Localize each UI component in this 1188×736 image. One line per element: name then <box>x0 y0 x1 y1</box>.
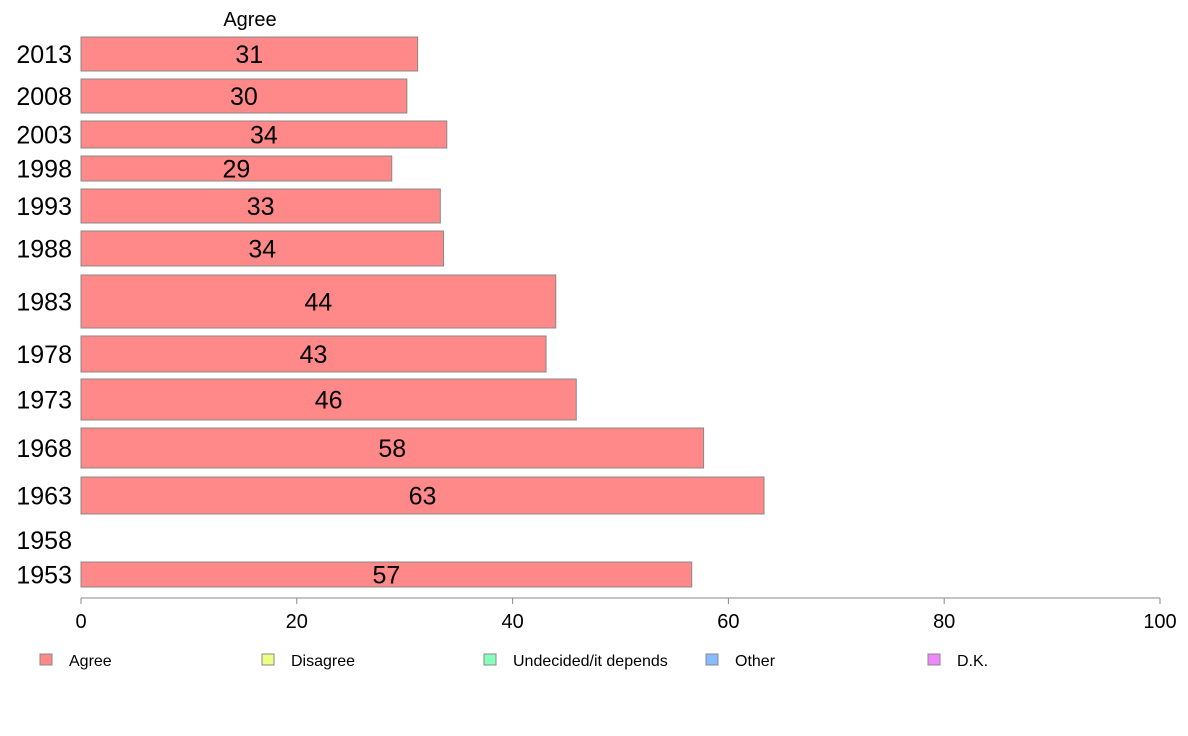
bar-value-label-1973: 46 <box>315 387 343 415</box>
bar-agree-1968 <box>80 427 705 469</box>
legend-swatch-undecided-it-depends <box>483 653 497 666</box>
year-label-2008: 2008 <box>16 83 72 111</box>
legend-label-other: Other <box>735 653 776 670</box>
year-label-1993: 1993 <box>16 193 72 221</box>
bar-value-label-1953: 57 <box>372 562 400 590</box>
legend-label-disagree: Disagree <box>291 653 355 670</box>
x-axis: 0 20 40 60 80 100 <box>75 597 1177 633</box>
x-tick-label-80: 80 <box>933 611 955 633</box>
bar-agree-1988 <box>80 230 445 267</box>
bar-value-label-1998: 29 <box>222 156 250 184</box>
bar-agree-2008 <box>80 78 408 114</box>
legend-label-d-k: D.K. <box>957 653 988 670</box>
year-label-1998: 1998 <box>16 156 72 184</box>
year-label-1978: 1978 <box>16 341 72 369</box>
x-tick-label-60: 60 <box>717 611 739 633</box>
bar-agree-1983 <box>80 274 557 329</box>
legend-swatch-other <box>705 653 719 666</box>
bars-group <box>80 36 765 588</box>
bar-value-label-2013: 31 <box>235 41 263 69</box>
legend-label-undecided-it-depends: Undecided/it depends <box>513 653 668 670</box>
year-label-1963: 1963 <box>16 483 72 511</box>
x-tick-label-40: 40 <box>501 611 523 633</box>
bar-value-label-1963: 63 <box>409 483 437 511</box>
bar-value-label-1968: 58 <box>378 435 406 463</box>
year-label-1968: 1968 <box>16 435 72 463</box>
bar-agree-1993 <box>80 188 441 224</box>
bar-value-label-2008: 30 <box>230 83 258 111</box>
x-tick-label-0: 0 <box>75 611 86 633</box>
bar-value-label-1988: 34 <box>248 236 276 264</box>
bar-value-label-2003: 34 <box>250 122 278 150</box>
year-label-1973: 1973 <box>16 387 72 415</box>
bar-agree-2013 <box>80 36 419 72</box>
x-tick-label-100: 100 <box>1143 611 1176 633</box>
legend: Agree Disagree Undecided/it depends Other D.… <box>39 653 988 670</box>
bar-agree-1963 <box>80 476 765 515</box>
bar-agree-1998 <box>80 155 393 182</box>
legend-swatch-d-k <box>927 653 941 666</box>
year-label-1988: 1988 <box>16 236 72 264</box>
legend-swatch-agree <box>39 653 53 666</box>
bar-agree-1953 <box>80 561 693 588</box>
year-label-1958: 1958 <box>16 527 72 555</box>
year-label-1953: 1953 <box>16 562 72 590</box>
bar-agree-1973 <box>80 378 577 421</box>
bar-agree-1978 <box>80 335 547 373</box>
bar-value-label-1983: 44 <box>304 289 332 317</box>
year-label-2003: 2003 <box>16 122 72 150</box>
legend-swatch-disagree <box>261 653 275 666</box>
bar-value-label-1978: 43 <box>300 341 328 369</box>
bar-value-label-1993: 33 <box>247 193 275 221</box>
column-title: Agree <box>223 9 276 31</box>
x-tick-label-20: 20 <box>286 611 308 633</box>
year-label-2013: 2013 <box>16 41 72 69</box>
bar-agree-2003 <box>80 120 448 149</box>
legend-label-agree: Agree <box>69 653 112 670</box>
year-label-1983: 1983 <box>16 289 72 317</box>
year-labels-group: 2013 2008 2003 1998 1993 1988 1983 1978 1973 1968… <box>16 41 72 590</box>
